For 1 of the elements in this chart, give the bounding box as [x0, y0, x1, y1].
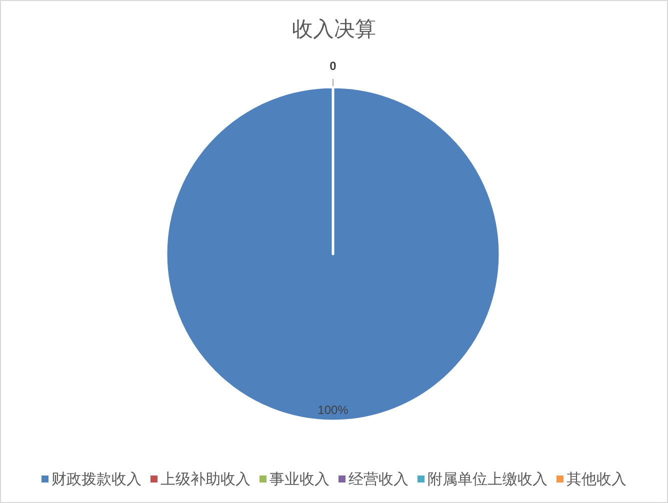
- title: 收入决算: [292, 18, 376, 41]
